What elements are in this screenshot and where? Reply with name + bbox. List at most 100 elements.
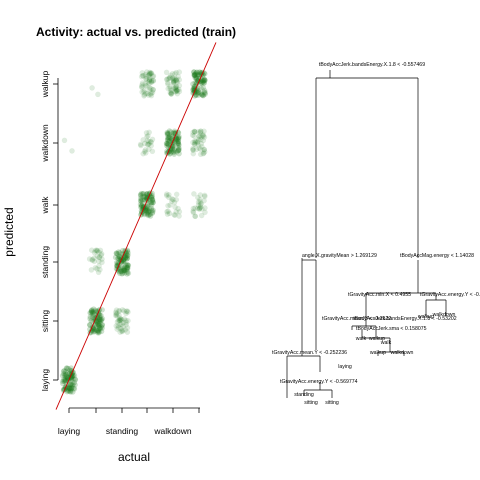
scatter-point bbox=[72, 382, 78, 388]
scatter-point bbox=[71, 385, 77, 392]
scatter-point bbox=[144, 137, 151, 144]
scatter-point bbox=[173, 87, 180, 94]
scatter-point bbox=[66, 385, 73, 392]
scatter-point bbox=[173, 196, 180, 203]
scatter-point bbox=[148, 70, 154, 77]
scatter-point bbox=[144, 210, 150, 216]
scatter-point bbox=[88, 267, 95, 273]
scatter-point bbox=[99, 256, 105, 262]
scatter-point bbox=[137, 191, 144, 198]
scatter-point bbox=[121, 267, 128, 273]
scatter-point bbox=[145, 212, 152, 219]
scatter-point bbox=[149, 197, 156, 203]
decision-tree-panel: tBodyAccJerk.bandsEnergy.X.1.8 < -0.5574… bbox=[272, 62, 480, 406]
scatter-point bbox=[95, 322, 102, 329]
scatter-point bbox=[191, 72, 198, 79]
scatter-point bbox=[70, 389, 76, 395]
scatter-point bbox=[172, 212, 178, 218]
scatter-point bbox=[167, 85, 173, 92]
scatter-point bbox=[137, 201, 144, 208]
scatter-point bbox=[166, 138, 173, 144]
scatter-point bbox=[142, 80, 149, 87]
scatter-point bbox=[148, 70, 155, 76]
scatter-point bbox=[171, 77, 178, 84]
scatter-point bbox=[88, 308, 95, 314]
scatter-point bbox=[123, 321, 129, 328]
scatter-point bbox=[192, 141, 198, 147]
scatter-point bbox=[174, 87, 180, 94]
scatter-point bbox=[190, 139, 196, 146]
scatter-point bbox=[176, 86, 182, 93]
scatter-point bbox=[67, 389, 74, 395]
scatter-point bbox=[97, 326, 104, 332]
scatter-point bbox=[199, 80, 205, 86]
scatter-point bbox=[116, 308, 123, 314]
scatter-point bbox=[96, 326, 102, 332]
scatter-point bbox=[173, 191, 180, 198]
scatter-point bbox=[200, 84, 206, 91]
scatter-point bbox=[115, 322, 121, 329]
scatter-point bbox=[164, 140, 171, 147]
scatter-point bbox=[163, 76, 170, 83]
scatter-point bbox=[146, 78, 153, 84]
scatter-point bbox=[165, 208, 171, 214]
scatter-point bbox=[190, 147, 196, 153]
scatter-point bbox=[113, 311, 120, 318]
scatter-point bbox=[148, 78, 155, 85]
scatter-point bbox=[167, 75, 173, 81]
scatter-point bbox=[95, 327, 101, 334]
scatter-point bbox=[117, 250, 123, 256]
scatter-point bbox=[96, 258, 102, 265]
scatter-point bbox=[144, 211, 151, 218]
scatter-point bbox=[90, 312, 96, 319]
scatter-point bbox=[175, 135, 182, 141]
scatter-point bbox=[116, 317, 123, 324]
scatter-point bbox=[201, 76, 208, 83]
scatter-point bbox=[65, 370, 71, 376]
scatter-point bbox=[140, 72, 146, 79]
scatter-point bbox=[167, 89, 174, 96]
scatter-point bbox=[146, 69, 153, 76]
scatter-point bbox=[98, 252, 104, 258]
scatter-point bbox=[68, 385, 75, 391]
scatter-point bbox=[166, 131, 172, 137]
x-axis-title: actual bbox=[118, 450, 150, 464]
scatter-point bbox=[192, 71, 198, 78]
scatter-point bbox=[190, 147, 196, 153]
scatter-point bbox=[198, 128, 204, 135]
scatter-point bbox=[124, 266, 130, 273]
scatter-point bbox=[63, 368, 69, 374]
scatter-point bbox=[174, 87, 180, 93]
scatter-point bbox=[193, 146, 200, 153]
scatter-point bbox=[143, 208, 150, 214]
scatter-point bbox=[121, 264, 128, 271]
scatter-point bbox=[122, 254, 129, 261]
scatter-point bbox=[168, 91, 174, 97]
scatter-point bbox=[96, 330, 102, 336]
scatter-point bbox=[121, 270, 128, 276]
scatter-point bbox=[164, 137, 171, 143]
scatter-point bbox=[169, 133, 175, 139]
scatter-point bbox=[94, 248, 100, 254]
scatter-point bbox=[146, 71, 152, 78]
scatter-point bbox=[116, 312, 122, 319]
scatter-point bbox=[143, 207, 149, 214]
scatter-point bbox=[94, 266, 100, 272]
scatter-point bbox=[120, 323, 126, 329]
scatter-point bbox=[171, 149, 177, 156]
scatter-point bbox=[200, 133, 207, 139]
scatter-point bbox=[173, 77, 180, 84]
scatter-point bbox=[171, 199, 178, 206]
scatter-point bbox=[94, 329, 101, 336]
scatter-point bbox=[61, 137, 68, 144]
scatter-point bbox=[144, 141, 151, 148]
scatter-point bbox=[166, 74, 173, 81]
scatter-point bbox=[196, 133, 202, 139]
scatter-point bbox=[196, 134, 202, 140]
scatter-point bbox=[170, 75, 176, 82]
scatter-point bbox=[165, 85, 171, 92]
scatter-point bbox=[149, 136, 156, 143]
scatter-point bbox=[173, 76, 180, 82]
scatter-point bbox=[62, 378, 68, 385]
scatter-point bbox=[71, 372, 78, 379]
